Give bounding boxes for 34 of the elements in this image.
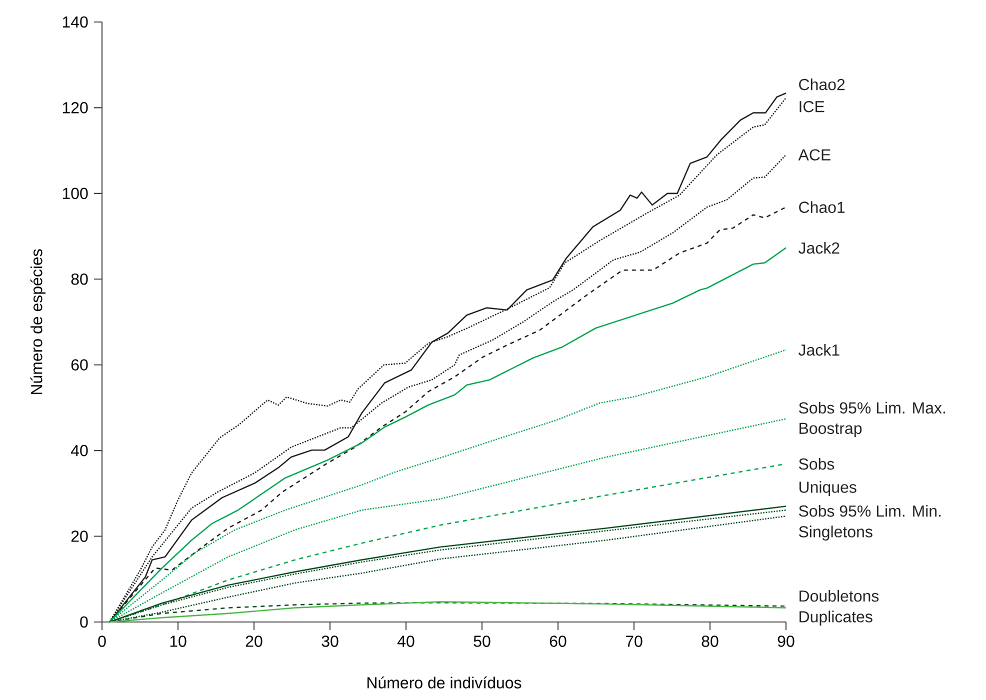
- series-label: Jack2: [798, 242, 840, 254]
- series-label: Jack1: [798, 344, 840, 356]
- y-tick-label: 0: [80, 616, 88, 628]
- series-label: Sobs 95% Lim. Max.: [798, 402, 945, 414]
- x-tick-label: 20: [246, 636, 262, 647]
- x-tick-label: 0: [98, 636, 106, 647]
- x-tick-label: 10: [170, 636, 186, 647]
- x-tick-label: 30: [322, 636, 338, 647]
- y-tick-label: 120: [62, 102, 88, 114]
- series-label: Sobs: [798, 458, 834, 470]
- series-label: Chao1: [799, 201, 845, 213]
- x-tick-label: 40: [397, 636, 414, 647]
- x-tick-label: 60: [550, 636, 566, 647]
- y-tick-label: 20: [71, 530, 88, 542]
- y-tick-label: 140: [62, 16, 88, 28]
- annotation: Boostrap: [800, 422, 862, 438]
- y-tick-label: 80: [71, 273, 88, 285]
- y-tick-label: 60: [71, 359, 88, 370]
- x-tick-label: 80: [702, 636, 718, 647]
- series-label: ACE: [798, 149, 830, 161]
- y-axis-title: Número de espécies: [30, 249, 46, 394]
- series-label: Duplicates: [800, 610, 872, 626]
- series-label: Singletons: [798, 526, 872, 541]
- series-label: Chao2: [799, 78, 845, 90]
- x-tick-label: 70: [626, 636, 642, 647]
- series-label: Doubletons: [800, 590, 879, 602]
- y-tick-label: 40: [70, 444, 88, 456]
- y-tick-label: 100: [62, 188, 88, 200]
- x-tick-label: 50: [474, 636, 490, 647]
- series-label: ICE: [800, 100, 824, 112]
- series-label: Uniques: [799, 481, 856, 496]
- x-axis-title: Número de indivíduos: [367, 676, 522, 688]
- x-tick-label: 90: [778, 636, 794, 647]
- series-label: Sobs 95% Lim. Min.: [798, 504, 941, 517]
